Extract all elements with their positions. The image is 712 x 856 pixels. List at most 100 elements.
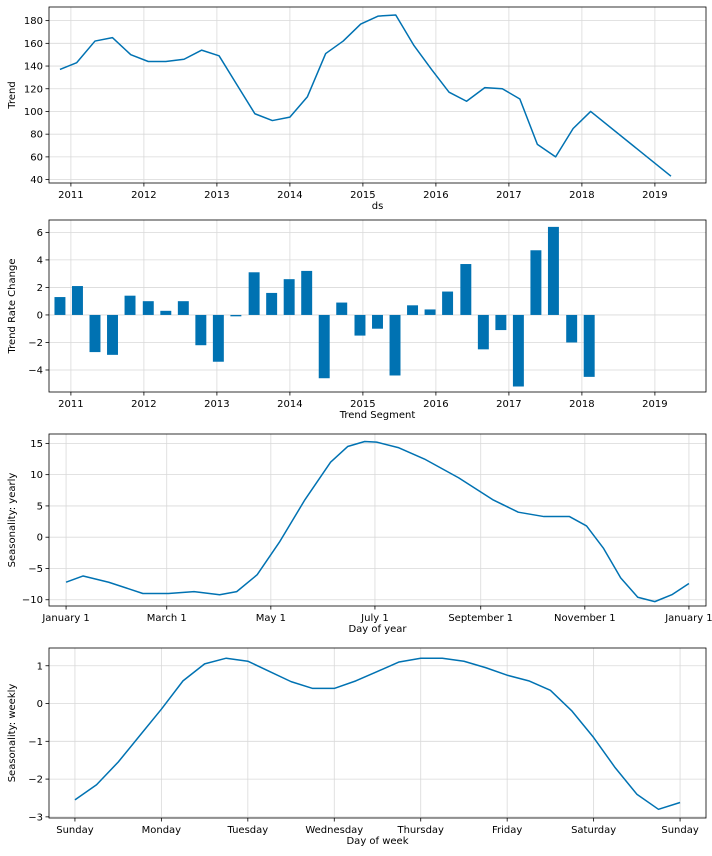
trend-rate-change-bar: [160, 310, 172, 315]
trend-y-tick-label: 60: [30, 152, 43, 163]
weekly-seasonality-chart: Sunday Monday Tuesday Wednesday Thursday Frid…: [7, 647, 707, 847]
trend-rate-change-bar: [566, 314, 578, 343]
trend-rate-change-bar: [530, 250, 542, 315]
trend-x-tick-label: 2014: [277, 190, 302, 201]
weekly-seasonality-x-tick-label: Wednesday: [305, 825, 363, 836]
yearly-seasonality-y-tick-label: 0: [37, 533, 43, 544]
trend-rate-change-bar: [424, 309, 436, 315]
trend-series-line: [59, 14, 672, 177]
trend-x-tick-label: 2019: [642, 190, 667, 201]
trend-rate-change-bar: [318, 314, 330, 379]
trend-rate-change-bar: [177, 301, 189, 315]
yearly-seasonality-y-tick-label: 5: [37, 501, 43, 512]
trend-rate-change-bar: [212, 314, 224, 362]
trend-rate-change-bar: [477, 314, 489, 350]
trend-rate-change-bar: [354, 314, 366, 336]
trend-rate-change-bar: [336, 302, 348, 315]
trend-rate-change-bar: [512, 314, 524, 387]
yearly-seasonality-x-tick-label: March 1: [147, 613, 187, 624]
trend-rate-change-y-tick-label: 2: [37, 283, 43, 294]
trend-rate-change-bar: [142, 301, 154, 315]
trend-rate-change-bar: [71, 286, 83, 315]
yearly-seasonality-x-tick-label: January 1: [41, 613, 89, 624]
trend-rate-change-y-axis-label: Trend Rate Change: [7, 259, 18, 355]
trend-rate-change-bar: [124, 295, 136, 315]
trend-y-tick-label: 120: [24, 84, 43, 95]
trend-y-tick-label: 160: [24, 39, 43, 50]
yearly-seasonality-x-tick-label: November 1: [554, 613, 616, 624]
trend-x-tick-label: 2017: [496, 190, 521, 201]
trend-rate-change-y-tick-label: 4: [37, 255, 43, 266]
trend-x-tick-label: 2013: [204, 190, 229, 201]
trend-y-tick-label: 140: [24, 62, 43, 73]
trend-rate-change-x-tick-label: 2012: [131, 399, 156, 410]
trend-rate-change-bar: [442, 291, 454, 315]
trend-plot-frame: [48, 6, 707, 184]
weekly-seasonality-x-axis-label: Day of week: [346, 836, 408, 847]
trend-rate-change-x-tick-label: 2019: [642, 399, 667, 410]
trend-rate-change-y-tick-label: −4: [28, 365, 43, 376]
weekly-seasonality-plot-frame: [48, 647, 707, 819]
trend-chart: 2011 2012 2013 2014 2015 2016 2017 2018 2019 40 60…: [7, 6, 707, 212]
trend-rate-change-plot-frame: [48, 219, 707, 393]
weekly-seasonality-y-tick-label: −2: [28, 775, 43, 786]
trend-x-tick-label: 2018: [569, 190, 594, 201]
trend-x-tick-label: 2015: [350, 190, 375, 201]
yearly-seasonality-y-tick-label: −5: [28, 564, 43, 575]
trend-rate-change-bar: [54, 297, 66, 315]
trend-rate-change-x-tick-label: 2015: [350, 399, 375, 410]
yearly-seasonality-y-tick-label: −10: [22, 595, 43, 606]
yearly-seasonality-y-tick-label: 10: [30, 470, 43, 481]
trend-rate-change-bar: [547, 226, 559, 315]
weekly-seasonality-y-tick-label: 1: [37, 661, 43, 672]
trend-rate-change-bar: [407, 305, 419, 315]
trend-x-axis-label: ds: [372, 201, 384, 212]
trend-rate-change-bar: [301, 270, 313, 315]
trend-rate-change-x-tick-label: 2017: [496, 399, 521, 410]
trend-rate-change-bar: [107, 314, 118, 355]
trend-y-tick-label: 180: [24, 16, 43, 27]
trend-rate-change-x-tick-label: 2011: [58, 399, 83, 410]
weekly-seasonality-y-tick-label: 0: [37, 699, 43, 710]
trend-x-tick-label: 2016: [423, 190, 448, 201]
weekly-seasonality-y-tick-label: −1: [28, 737, 43, 748]
weekly-seasonality-x-tick-label: Monday: [142, 825, 182, 836]
weekly-seasonality-x-tick-label: Friday: [492, 825, 522, 836]
trend-rate-change-y-tick-label: 6: [37, 228, 43, 239]
weekly-seasonality-x-tick-label: Sunday: [661, 825, 698, 836]
trend-x-tick-label: 2012: [131, 190, 156, 201]
yearly-seasonality-chart: January 1 March 1 May 1 July 1 September 1 No…: [7, 433, 712, 635]
trend-rate-change-bar: [230, 314, 242, 317]
trend-x-tick-label: 2011: [58, 190, 83, 201]
trend-y-axis-label: Trend: [7, 81, 18, 109]
yearly-seasonality-plot-frame: [48, 433, 707, 607]
weekly-seasonality-series-line: [74, 657, 681, 811]
trend-rate-change-bar: [495, 314, 507, 331]
trend-rate-change-bar: [89, 314, 101, 353]
yearly-seasonality-x-tick-label: January 1: [664, 613, 712, 624]
yearly-seasonality-x-tick-label: May 1: [256, 613, 286, 624]
trend-rate-change-bar: [372, 314, 383, 329]
weekly-seasonality-x-tick-label: Sunday: [56, 825, 93, 836]
weekly-seasonality-x-tick-label: Tuesday: [226, 825, 268, 836]
trend-y-tick-label: 100: [24, 107, 43, 118]
trend-rate-change-x-tick-label: 2018: [569, 399, 594, 410]
yearly-seasonality-x-tick-label: September 1: [448, 613, 513, 624]
yearly-seasonality-y-tick-label: 15: [30, 439, 43, 450]
trend-rate-change-x-tick-label: 2016: [423, 399, 448, 410]
trend-rate-change-x-tick-label: 2013: [204, 399, 229, 410]
trend-rate-change-x-axis-label: Trend Segment: [339, 410, 416, 421]
trend-rate-change-chart: 2011 2012 2013 2014 2015 2016 2017 2018 2019 −4 −2…: [7, 219, 707, 421]
trend-rate-change-bar: [283, 279, 295, 315]
trend-rate-change-y-tick-label: 0: [37, 310, 43, 321]
trend-rate-change-y-tick-label: −2: [28, 338, 43, 349]
weekly-seasonality-y-axis-label: Seasonality: weekly: [7, 684, 18, 783]
trend-rate-change-bar: [460, 264, 472, 315]
trend-y-tick-label: 40: [30, 175, 43, 186]
yearly-seasonality-x-tick-label: July 1: [360, 613, 389, 624]
yearly-seasonality-x-axis-label: Day of year: [348, 624, 407, 635]
weekly-seasonality-x-tick-label: Saturday: [571, 825, 616, 836]
trend-rate-change-bar: [389, 314, 401, 376]
trend-rate-change-bar: [583, 314, 595, 377]
